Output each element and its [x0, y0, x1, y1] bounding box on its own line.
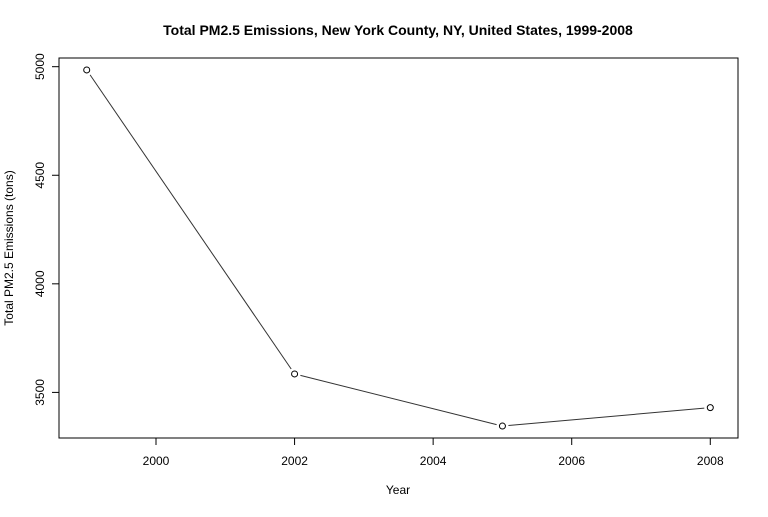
x-tick-label: 2000 — [143, 454, 170, 468]
x-tick-label: 2006 — [558, 454, 585, 468]
x-tick-label: 2002 — [281, 454, 308, 468]
y-tick-label: 4000 — [33, 270, 47, 297]
x-axis-label: Year — [386, 483, 410, 497]
plot-frame — [58, 57, 739, 439]
series-line-segment — [508, 407, 705, 427]
y-tick-label: 5000 — [33, 53, 47, 80]
data-point — [498, 422, 506, 430]
x-tick-label: 2008 — [697, 454, 724, 468]
series-line-segment — [300, 374, 497, 426]
x-tick-label: 2004 — [420, 454, 447, 468]
data-point — [83, 66, 91, 74]
y-tick-label: 3500 — [33, 379, 47, 406]
series-group — [83, 66, 714, 430]
y-tick-label: 4500 — [33, 162, 47, 189]
chart-title: Total PM2.5 Emissions, New York County, … — [163, 22, 633, 38]
data-point — [706, 404, 714, 412]
x-axis: 2000 2002 2004 2006 2008 — [143, 438, 724, 468]
series-line-segment — [89, 74, 292, 370]
y-axis-label: Total PM2.5 Emissions (tons) — [2, 170, 16, 325]
data-point — [291, 370, 299, 378]
y-axis: 3500 4000 4500 5000 — [33, 53, 59, 406]
